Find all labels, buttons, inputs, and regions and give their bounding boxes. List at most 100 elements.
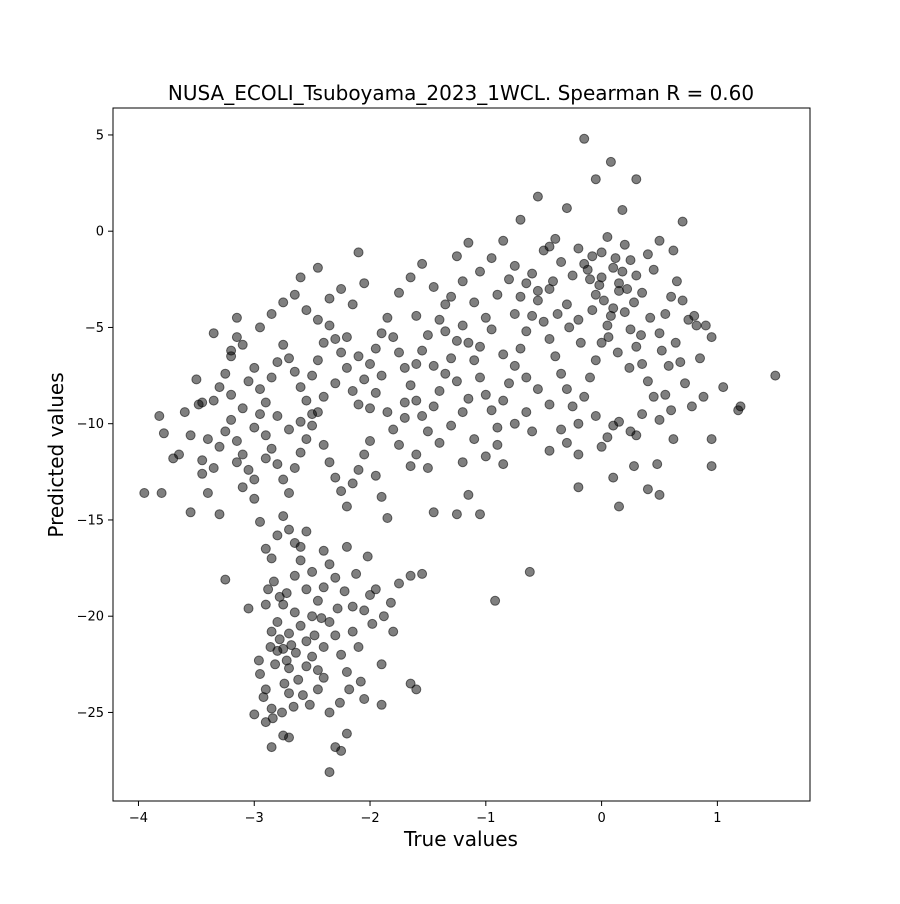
scatter-point (675, 357, 686, 368)
scatter-point (521, 407, 532, 418)
scatter-point (220, 426, 231, 437)
scatter-point (289, 538, 300, 548)
scatter-point (492, 422, 503, 433)
scatter-point (231, 312, 242, 323)
scatter-point (278, 643, 289, 654)
scatter-point (504, 274, 514, 285)
scatter-point (272, 617, 283, 627)
scatter-point (631, 341, 642, 352)
scatter-point (608, 472, 619, 483)
scatter-point (394, 439, 404, 450)
scatter-point (527, 426, 538, 437)
scatter-point (266, 443, 277, 454)
scatter-point (382, 407, 393, 418)
scatter-point (498, 459, 509, 470)
scatter-point (353, 464, 364, 475)
scatter-point (654, 414, 665, 425)
scatter-point (284, 524, 294, 535)
scatter-point (411, 449, 422, 460)
scatter-point (411, 310, 422, 321)
scatter-point (428, 507, 439, 518)
scatter-point (253, 655, 264, 666)
scatter-point (318, 337, 329, 348)
scatter-point (347, 601, 358, 612)
scatter-point (208, 328, 219, 339)
scatter-point (573, 418, 584, 429)
scatter-point (334, 697, 345, 708)
scatter-point (617, 266, 628, 277)
scatter-point (666, 405, 677, 416)
y-tick-label: −20 (77, 610, 104, 625)
scatter-point (260, 430, 271, 441)
scatter-point (567, 270, 578, 281)
scatter-point (561, 437, 572, 448)
scatter-point (567, 401, 578, 412)
scatter-point (353, 399, 364, 410)
scatter-point (654, 328, 665, 339)
scatter-point (249, 709, 260, 720)
scatter-point (330, 378, 341, 389)
scatter-point (428, 360, 439, 371)
chart-title: NUSA_ECOLI_Tsuboyama_2023_1WCL. Spearman… (168, 81, 754, 105)
scatter-point (575, 337, 586, 348)
scatter-point (359, 449, 370, 460)
scatter-point (504, 378, 514, 389)
scatter-point (312, 665, 323, 676)
scatter-point (255, 516, 265, 527)
scatter-point (556, 368, 567, 379)
scatter-point (208, 463, 219, 473)
scatter-point (686, 401, 697, 412)
scatter-point (289, 366, 300, 377)
scatter-point (498, 349, 509, 360)
scatter-point (324, 617, 335, 627)
scatter-point (266, 553, 277, 564)
scatter-point (295, 272, 306, 283)
scatter-point (281, 588, 292, 599)
scatter-point (277, 707, 287, 718)
scatter-point (336, 284, 347, 294)
scatter-point (544, 399, 555, 410)
scatter-point (318, 672, 329, 683)
scatter-point (590, 355, 601, 366)
scatter-point (158, 428, 169, 439)
scatter-point (490, 595, 501, 606)
scatter-point (295, 382, 306, 393)
scatter-points (139, 133, 781, 778)
scatter-point (603, 332, 614, 343)
scatter-point (552, 309, 563, 319)
scatter-point (341, 332, 352, 343)
scatter-point (538, 316, 549, 327)
scatter-point (370, 470, 381, 481)
scatter-point (417, 411, 428, 421)
scatter-point (312, 684, 323, 695)
scatter-point (654, 235, 665, 246)
scatter-point (469, 434, 480, 445)
scatter-point (270, 659, 281, 670)
scatter-point (451, 509, 462, 520)
scatter-point (648, 391, 659, 402)
scatter-point (521, 278, 532, 289)
scatter-point (318, 391, 329, 402)
scatter-point (243, 464, 254, 475)
scatter-point (382, 312, 393, 323)
scatter-point (636, 330, 646, 341)
scatter-point (475, 341, 485, 352)
scatter-point (260, 397, 271, 408)
scatter-point (316, 613, 327, 624)
scatter-point (231, 457, 242, 468)
scatter-point (359, 605, 370, 616)
scatter-point (573, 482, 584, 493)
scatter-point (608, 420, 619, 431)
scatter-point (341, 501, 352, 512)
scatter-point (272, 411, 283, 421)
scatter-point (295, 416, 306, 427)
scatter-point (660, 389, 671, 400)
scatter-point (663, 360, 674, 371)
scatter-point (631, 174, 642, 185)
scatter-point (185, 430, 196, 441)
scatter-point (266, 703, 277, 714)
scatter-point (301, 305, 312, 316)
scatter-point (249, 422, 260, 433)
scatter-point (451, 251, 462, 262)
scatter-point (524, 566, 535, 577)
